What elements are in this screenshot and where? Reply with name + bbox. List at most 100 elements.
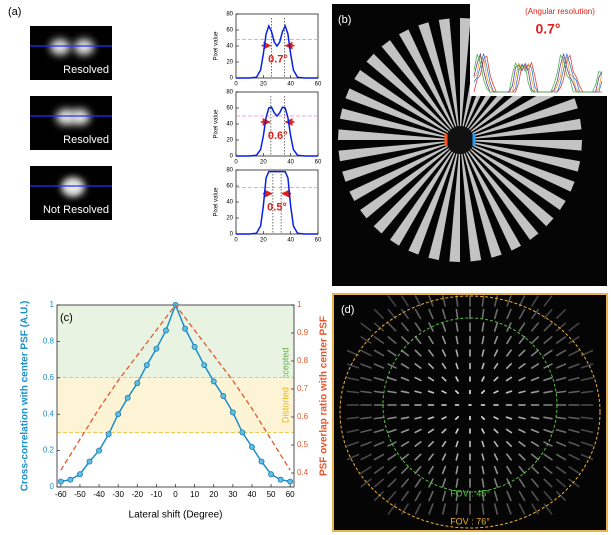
x-tick-label: 60 [315,160,322,166]
series-line [236,106,318,157]
psf-spot [455,308,459,320]
psf-spot [346,390,360,394]
y-tick-label: 0.8 [43,337,55,346]
x-tick-label: 60 [315,82,322,88]
psf-spot [543,503,553,515]
psf-spot [530,349,540,357]
psf-spot [543,478,553,488]
psf-spot [505,416,513,420]
psf-spot [387,295,397,307]
psf-spot [441,335,447,345]
y2-axis-label: PSF overlap ratio with center PSF [319,316,330,476]
panel-b: (b) (Angular resolution) 0.7° [332,4,607,286]
psf-spot [481,308,485,320]
psf-spot [414,322,422,332]
annotation: 0.6° [268,130,288,142]
star-spoke [342,143,447,182]
psf-spot [414,335,422,345]
psf-spot [400,376,410,382]
data-point [96,447,102,454]
psf-spot [441,390,447,394]
inset [470,4,607,96]
data-point [134,380,141,387]
psf-spot [543,466,553,474]
data-point [86,458,93,465]
psf-spot [481,349,485,357]
psf-spot [493,362,499,370]
psf-spot [480,415,486,421]
band [57,305,294,378]
panel-a: (a) Resolved Resolved Not Resolved 0 20 40 60 0 2… [8,6,322,244]
psf-spot [400,335,410,345]
psf-spot [455,465,459,475]
psf-spot [360,349,372,357]
x-tick-label: -30 [112,490,124,499]
psf-spot [518,295,526,307]
psf-spot [531,322,539,332]
psf-spot [414,465,422,475]
psf-spot [387,376,397,382]
psf-spot [441,453,447,461]
psf-spot [455,295,459,307]
psf-spot [580,428,594,434]
annotation: 0.5° [267,202,287,214]
plot-frame [235,91,319,157]
star-spoke [390,151,453,246]
psf-spot [506,349,512,357]
psf-spot [568,390,580,394]
star-spoke [373,149,451,234]
x-tick-label: 60 [286,490,295,499]
x-tick-label: 60 [315,238,322,244]
psf-spot [543,295,553,307]
psf-spot [518,490,526,502]
psf-spot [568,363,580,369]
psf-spot [441,295,447,307]
star-spoke [338,141,447,162]
psf-spot [493,295,499,307]
psf-spot [373,363,385,369]
psf-spot [387,336,397,344]
star-spoke [428,153,458,261]
psf-spot [441,416,447,420]
data-point [258,458,265,465]
psf-spot [455,440,459,448]
psf-spot [543,428,553,434]
x-tick-label: -20 [131,490,143,499]
psf-spot [531,295,539,307]
psf-spot [493,335,499,345]
y-axis-label: Pixel value [214,187,220,217]
psf-spot [555,453,567,461]
y2-tick-label: 0.4 [297,468,309,477]
inset-value: 0.7° [535,21,560,37]
panel-label: (a) [8,6,21,18]
psf-spot [387,390,397,394]
psf-spot [493,465,499,475]
psf-spot [518,453,526,461]
x-tick-label: 40 [247,490,256,499]
psf-spot [480,389,486,395]
psf-spot [387,363,397,369]
y-tick-label: 0.6 [43,373,55,382]
star-spoke [463,153,502,258]
fov-outer-label: FOV : 76° [450,516,490,526]
psf-spot [481,478,485,488]
psf-spot [360,322,372,332]
y-tick-label: 40 [226,44,233,50]
psf-spot [568,466,580,474]
psf-spot [455,376,459,382]
psf-spot [580,416,594,420]
psf-spot [530,441,540,447]
psf-spot [518,363,526,369]
star-spoke [399,29,455,128]
psf-spot [387,503,397,515]
psf-spot [401,295,409,307]
y-tick-label: 0 [230,76,234,82]
star-spoke [339,108,447,138]
psf-spot [400,441,410,447]
psf-spot [493,376,499,382]
psf-spot [428,335,434,345]
data-point [153,345,160,352]
x-tick-label: 20 [209,490,218,499]
data-point [67,476,74,483]
star-spoke [418,22,457,127]
